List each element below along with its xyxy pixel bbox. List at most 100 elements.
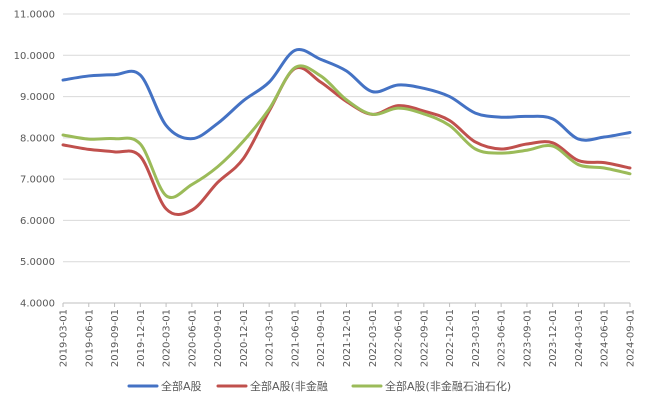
y-axis-tick-labels: 4.0000 5.0000 6.0000 7.0000 8.0000 9.0000 10.0… — [14, 10, 55, 310]
data-point — [294, 50, 295, 51]
data-point — [578, 139, 579, 140]
data-point — [191, 210, 192, 211]
data-point — [398, 85, 399, 86]
series-lines — [61, 47, 632, 216]
y-tick-label: 11.0000 — [14, 10, 55, 21]
data-point — [140, 144, 141, 145]
data-point — [294, 67, 295, 68]
data-point — [475, 149, 476, 150]
data-point — [526, 150, 527, 151]
data-point — [552, 146, 553, 147]
legend-label: 全部A股 — [161, 379, 202, 393]
data-point — [166, 208, 167, 209]
data-point — [63, 144, 64, 145]
data-point — [475, 113, 476, 114]
x-tick-label: 2019-09-01 — [110, 309, 121, 367]
data-point — [140, 75, 141, 76]
data-point — [449, 120, 450, 121]
x-tick-label: 2021-06-01 — [290, 309, 301, 367]
data-point — [501, 117, 502, 118]
data-point — [630, 132, 631, 133]
y-tick-label: 4.0000 — [20, 299, 55, 310]
data-point — [243, 158, 244, 159]
data-point — [552, 142, 553, 143]
legend-label: 全部A股(非金融 — [250, 379, 328, 393]
y-tick-label: 9.0000 — [20, 92, 55, 103]
y-tick-label: 8.0000 — [20, 133, 55, 144]
x-tick-label: 2019-06-01 — [84, 309, 95, 367]
data-point — [501, 153, 502, 154]
y-tick-label: 10.0000 — [14, 51, 55, 62]
data-point — [140, 156, 141, 157]
x-tick-label: 2021-09-01 — [316, 309, 327, 367]
data-point — [526, 144, 527, 145]
data-point — [526, 116, 527, 117]
legend-label: 全部A股(非金融石油石化) — [385, 379, 511, 393]
x-tick-label: 2021-12-01 — [342, 309, 353, 367]
y-tick-label: 5.0000 — [20, 257, 55, 268]
data-point — [191, 184, 192, 185]
data-point — [243, 100, 244, 101]
data-point — [217, 182, 218, 183]
data-point — [398, 108, 399, 109]
data-point — [346, 99, 347, 100]
data-point — [449, 125, 450, 126]
data-point — [114, 74, 115, 75]
data-point — [166, 195, 167, 196]
x-tick-label: 2022-03-01 — [368, 309, 379, 367]
data-point — [346, 70, 347, 71]
x-tick-label: 2020-06-01 — [187, 309, 198, 367]
data-point — [604, 162, 605, 163]
data-point — [578, 160, 579, 161]
data-point — [320, 75, 321, 76]
data-point — [114, 151, 115, 152]
data-point — [217, 123, 218, 124]
x-tick-label: 2019-12-01 — [136, 309, 147, 367]
y-tick-label: 7.0000 — [20, 175, 55, 186]
x-tick-label: 2022-09-01 — [419, 309, 430, 367]
data-point — [423, 111, 424, 112]
data-point — [320, 82, 321, 83]
y-tick-label: 6.0000 — [20, 216, 55, 227]
data-point — [630, 173, 631, 174]
data-point — [423, 113, 424, 114]
x-tick-label: 2023-09-01 — [522, 309, 533, 367]
x-tick-label: 2023-12-01 — [548, 309, 559, 367]
data-point — [372, 91, 373, 92]
data-point — [475, 141, 476, 142]
series-line-1 — [61, 47, 632, 142]
data-point — [166, 125, 167, 126]
data-point — [269, 82, 270, 83]
x-axis — [62, 302, 631, 307]
x-tick-label: 2020-12-01 — [239, 309, 250, 367]
x-tick-label: 2023-03-01 — [471, 309, 482, 367]
data-point — [88, 75, 89, 76]
data-point — [269, 108, 270, 109]
data-point — [63, 134, 64, 135]
x-tick-label: 2024-06-01 — [600, 309, 611, 367]
data-point — [578, 164, 579, 165]
data-point — [114, 138, 115, 139]
data-point — [191, 138, 192, 139]
legend: 全部A股 全部A股(非金融 全部A股(非金融石油石化) — [127, 379, 511, 393]
data-point — [423, 88, 424, 89]
series-line-3 — [61, 64, 632, 199]
x-tick-label: 2023-06-01 — [497, 309, 508, 367]
x-axis-tick-labels: 2019-03-01 2019-06-01 2019-09-01 2019-12-01… — [59, 309, 637, 367]
x-tick-label: 2024-09-01 — [626, 309, 637, 367]
data-point — [630, 167, 631, 168]
data-point — [88, 149, 89, 150]
x-tick-label: 2022-06-01 — [394, 309, 405, 367]
data-point — [604, 167, 605, 168]
data-point — [63, 80, 64, 81]
data-point — [449, 96, 450, 97]
data-point — [217, 166, 218, 167]
x-tick-label: 2020-03-01 — [162, 309, 173, 367]
x-tick-label: 2019-03-01 — [59, 309, 70, 367]
data-point — [398, 105, 399, 106]
x-tick-label: 2022-12-01 — [445, 309, 456, 367]
data-point — [320, 59, 321, 60]
data-point — [88, 139, 89, 140]
